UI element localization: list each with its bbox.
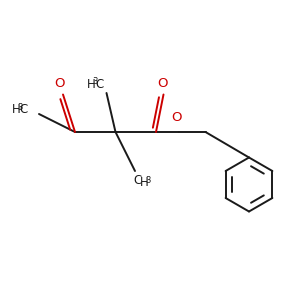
Text: H: H: [87, 77, 96, 91]
Text: O: O: [172, 111, 182, 124]
Text: C: C: [20, 103, 28, 116]
Text: 3: 3: [145, 176, 150, 185]
Text: O: O: [54, 77, 65, 90]
Text: C: C: [95, 77, 104, 91]
Text: O: O: [157, 77, 167, 90]
Text: H: H: [11, 103, 20, 116]
Text: H: H: [140, 176, 148, 189]
Text: 3: 3: [17, 103, 22, 112]
Text: C: C: [134, 173, 142, 187]
Text: 3: 3: [92, 77, 98, 86]
